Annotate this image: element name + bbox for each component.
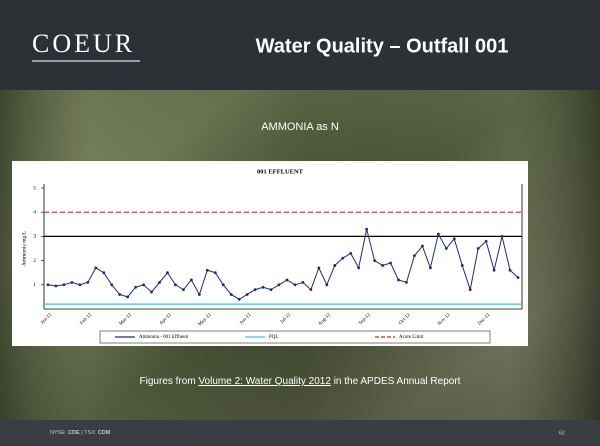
legend-label: PQL: [269, 335, 278, 340]
data-point: [357, 266, 361, 270]
logo: COEUR: [32, 29, 135, 58]
data-point: [261, 285, 265, 289]
data-point: [237, 297, 241, 301]
data-point: [349, 251, 353, 255]
y-tick-label: 5: [33, 185, 36, 191]
data-point: [182, 288, 185, 292]
header-bar: [0, 0, 600, 90]
y-axis-label: Ammonia mg/L: [21, 230, 27, 266]
y-tick-label: 4: [33, 209, 36, 215]
data-point: [405, 280, 408, 284]
data-point: [468, 288, 472, 292]
page-number: 62: [559, 430, 565, 436]
data-point: [213, 271, 217, 275]
data-point: [293, 283, 297, 287]
data-point: [460, 264, 464, 267]
footer-text: TSX:: [84, 430, 97, 436]
data-point: [54, 284, 58, 288]
data-point: [150, 290, 153, 294]
data-point: [102, 271, 106, 275]
y-tick-label: 2: [33, 258, 36, 264]
data-point: [78, 283, 82, 287]
data-point: [134, 285, 138, 289]
data-point: [436, 232, 440, 236]
data-point: [118, 293, 122, 296]
y-tick-label: 3: [33, 234, 36, 240]
data-point: [365, 227, 369, 231]
data-point: [373, 259, 377, 262]
legend-label: Acute Limit: [399, 335, 424, 340]
legend-box: [99, 330, 491, 344]
data-point: [229, 293, 233, 296]
data-point: [421, 244, 424, 248]
y-tick-label: 1: [33, 282, 36, 288]
data-point: [158, 280, 161, 284]
caption-text: in the APDES Annual Report: [331, 376, 461, 387]
data-point: [62, 283, 66, 287]
data-point: [221, 283, 225, 287]
caption-link: Volume 2: Water Quality 2012: [198, 376, 331, 387]
data-point: [397, 278, 400, 282]
data-point: [70, 280, 74, 284]
data-point: [428, 266, 432, 270]
data-point: [452, 237, 456, 241]
data-point: [516, 276, 520, 279]
data-point: [174, 283, 177, 287]
data-point: [126, 295, 130, 299]
data-point: [309, 288, 313, 292]
data-point: [341, 256, 345, 260]
data-point: [245, 293, 249, 296]
data-point: [253, 288, 257, 292]
chart-title: 001 EFFLUENT: [257, 168, 304, 175]
footer-bar: [0, 420, 600, 446]
footer-text: CDE: [68, 430, 80, 436]
data-point: [142, 283, 145, 287]
data-point: [94, 266, 98, 270]
data-point: [166, 271, 169, 275]
data-point: [381, 264, 384, 267]
data-point: [285, 278, 289, 282]
footer-text: CDM: [98, 430, 111, 436]
data-point: [484, 239, 488, 243]
data-point: [333, 264, 337, 267]
data-point: [269, 288, 273, 292]
footer-tickers: NYSE: CDE | TSX: CDM: [50, 430, 111, 436]
data-point: [444, 247, 448, 250]
caption-text: Figures from: [140, 376, 199, 387]
data-point: [110, 283, 114, 287]
data-point: [189, 278, 193, 282]
footer-text: |: [81, 430, 82, 436]
data-point: [325, 283, 329, 287]
data-point: [476, 247, 480, 250]
data-point: [205, 268, 209, 272]
data-point: [86, 280, 90, 284]
data-point: [301, 280, 305, 284]
data-point: [197, 293, 201, 296]
data-point: [46, 283, 50, 287]
data-point: [317, 266, 321, 270]
subtitle: AMMONIA as N: [261, 121, 339, 133]
data-point: [500, 235, 504, 238]
footer-text: NYSE:: [50, 430, 67, 436]
legend-label: Ammonia - 001 Effluent: [139, 335, 189, 340]
data-point: [389, 261, 392, 265]
data-point: [492, 268, 496, 272]
caption: Figures from Volume 2: Water Quality 201…: [140, 376, 461, 387]
data-point: [508, 268, 512, 272]
slide-title: Water Quality – Outfall 001: [256, 35, 509, 57]
data-point: [277, 283, 281, 287]
data-point: [413, 254, 416, 258]
chart-box: [12, 161, 528, 346]
